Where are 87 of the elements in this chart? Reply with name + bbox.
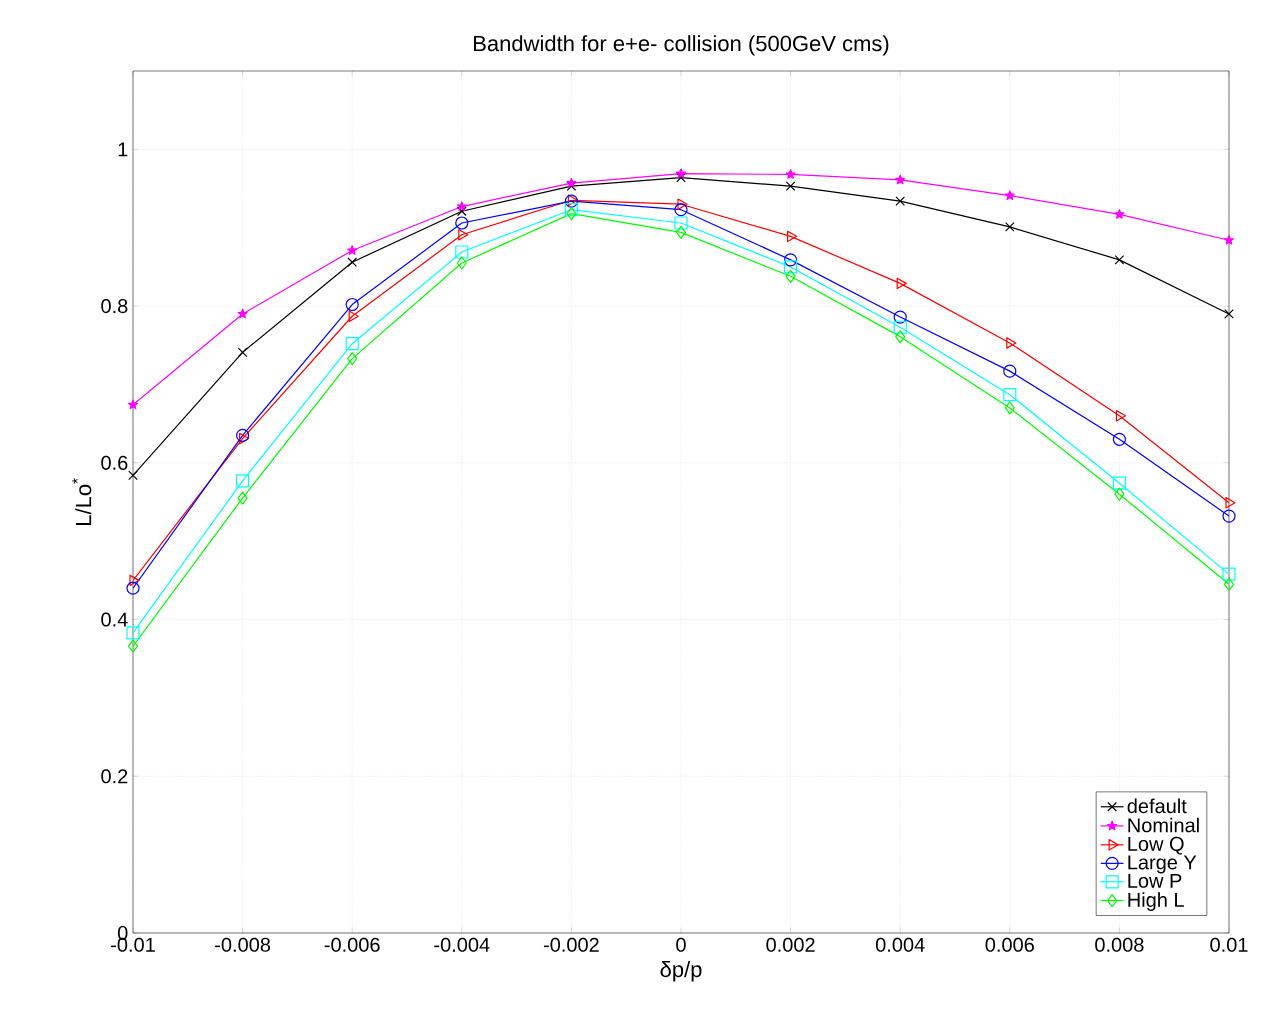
point (893, 310, 907, 324)
point (237, 491, 248, 505)
point (1225, 496, 1236, 509)
point (566, 177, 577, 188)
point (674, 216, 688, 230)
point (237, 347, 248, 358)
point (1004, 190, 1015, 200)
x-tick-label: -0.002 (543, 937, 599, 952)
point (455, 216, 469, 230)
point (1004, 222, 1015, 232)
x-tick-label: 0.01 (1210, 937, 1248, 952)
point (236, 428, 250, 442)
y-tick-label: 0.8 (101, 299, 128, 314)
point (787, 230, 798, 243)
point (347, 257, 358, 268)
point (895, 174, 906, 185)
point (784, 253, 798, 267)
point (345, 337, 359, 351)
chart-title: Bandwidth for e+e- collision (500GeV cms) (474, 35, 889, 56)
x-tick-label: -0.008 (215, 937, 271, 952)
point (127, 399, 139, 410)
x-tick-label: 0.002 (766, 937, 815, 952)
point (677, 198, 688, 211)
x-tick-label: -0.006 (324, 937, 380, 952)
point (1115, 410, 1126, 422)
point (129, 574, 140, 587)
point (1223, 577, 1235, 591)
point (1114, 255, 1125, 265)
point (1222, 567, 1236, 581)
point (456, 201, 467, 211)
point (239, 432, 250, 445)
point (1003, 364, 1017, 378)
legend-label: Low P (1128, 873, 1182, 888)
legend-label: default (1127, 798, 1187, 814)
point (675, 225, 687, 240)
point (347, 351, 358, 366)
point (895, 330, 906, 344)
y-tick-label: 1 (118, 142, 128, 157)
x-tick-label: 0.008 (1095, 937, 1144, 952)
point (347, 245, 358, 255)
point (128, 470, 138, 481)
point (126, 581, 140, 595)
point (127, 639, 139, 653)
y-tick-label: 0.6 (101, 455, 128, 470)
point (458, 228, 469, 241)
point (564, 203, 578, 217)
point (126, 626, 140, 640)
legend-label: Large Y (1128, 855, 1197, 874)
legend-label: Low Q (1128, 836, 1184, 855)
x-tick-label: -0.004 (434, 937, 490, 952)
point (895, 196, 906, 206)
point (1222, 509, 1236, 523)
point (674, 203, 688, 217)
point (1003, 388, 1017, 402)
point (1004, 401, 1015, 415)
x-tick-label: 0 (676, 937, 686, 952)
legend-label: Nominal (1128, 817, 1199, 833)
point (785, 169, 796, 179)
point (456, 206, 467, 217)
point (675, 168, 687, 179)
y-tick-label: 0.2 (101, 769, 128, 784)
point (455, 245, 469, 259)
x-tick-label: 0.004 (875, 937, 925, 952)
point (1223, 234, 1235, 245)
point (1114, 487, 1125, 501)
point (348, 310, 359, 323)
point (893, 320, 907, 334)
point (784, 260, 798, 274)
point (345, 297, 359, 312)
point (785, 269, 796, 283)
point (236, 474, 250, 488)
y-axis-title: L/Lo$^{*}$ (72, 478, 92, 525)
point (237, 308, 248, 319)
y-tick-label: 0.4 (101, 612, 128, 627)
x-axis-title: δp/p (660, 961, 702, 982)
point (456, 256, 467, 270)
point (785, 181, 796, 192)
point (676, 172, 686, 183)
point (1114, 209, 1125, 219)
point (896, 277, 907, 290)
legend-label: High L (1128, 892, 1184, 911)
point (566, 207, 577, 221)
point (1112, 432, 1126, 446)
x-tick-label: 0.006 (985, 937, 1034, 952)
point (1006, 337, 1017, 349)
point (1224, 309, 1234, 319)
point (1112, 476, 1126, 490)
